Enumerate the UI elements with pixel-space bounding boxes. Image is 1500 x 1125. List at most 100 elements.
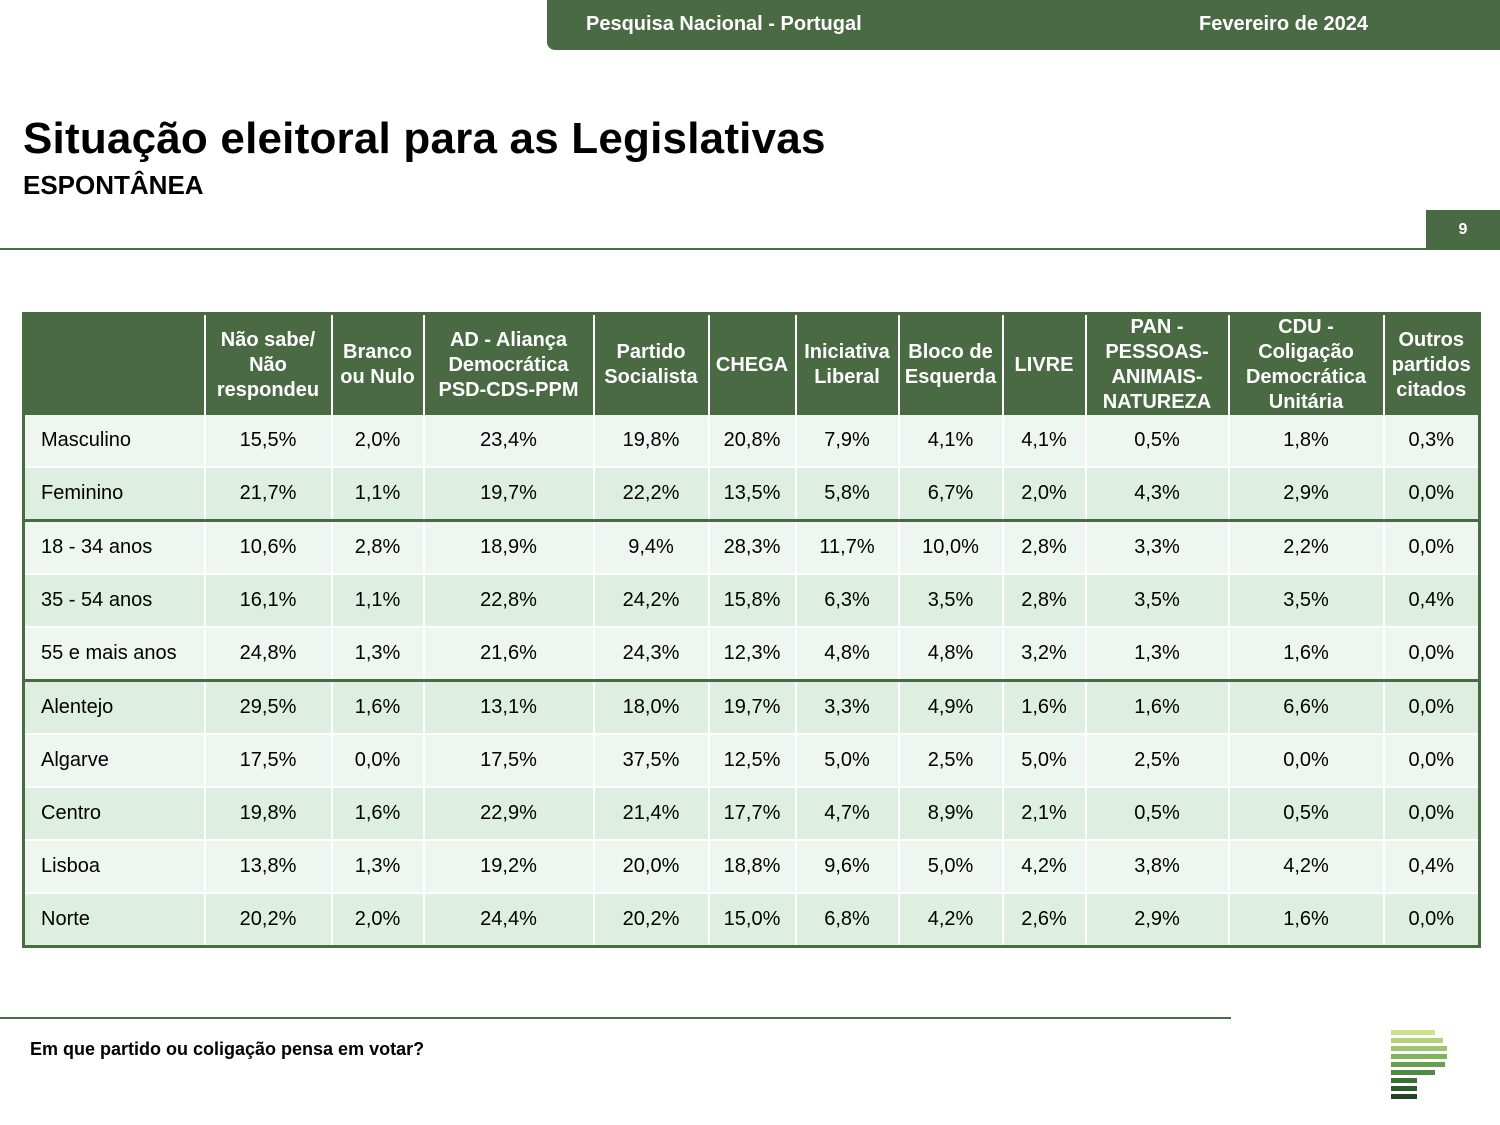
survey-question: Em que partido ou coligação pensa em vot… — [30, 1039, 425, 1059]
column-header: Branco ou Nulo — [331, 313, 425, 415]
column-header: Não sabe/ Não respondeu — [204, 313, 333, 415]
table-cell: 0,4% — [1383, 574, 1480, 628]
table-cell: 8,9% — [898, 787, 1004, 841]
table-cell: 0,5% — [1085, 787, 1230, 841]
table-cell: 12,3% — [708, 627, 797, 682]
table-row: Masculino 15,5% 2,0% 23,4% 19,8% 20,8% 7,9% 4,1… — [23, 415, 1480, 468]
row-label: 55 e mais anos — [23, 627, 206, 682]
row-label: Algarve — [23, 734, 206, 788]
table-cell: 4,2% — [898, 893, 1004, 948]
column-header: Iniciativa Liberal — [795, 313, 900, 415]
table-cell: 19,7% — [708, 679, 797, 735]
table-cell: 19,8% — [204, 787, 333, 841]
table-cell: 1,3% — [1085, 627, 1230, 682]
table-cell: 9,4% — [593, 519, 710, 575]
table-cell: 0,0% — [1383, 893, 1480, 948]
table-cell: 3,5% — [1228, 574, 1385, 628]
table-cell: 4,9% — [898, 679, 1004, 735]
row-label: Feminino — [23, 467, 206, 522]
table-cell: 0,0% — [1383, 627, 1480, 682]
table-cell: 1,3% — [331, 840, 425, 894]
table-cell: 1,6% — [1228, 893, 1385, 948]
column-header: Outros partidos citados — [1383, 313, 1480, 415]
footer-divider — [0, 1017, 1231, 1019]
table-cell: 19,2% — [423, 840, 595, 894]
table-cell: 4,8% — [898, 627, 1004, 682]
table-cell: 1,3% — [331, 627, 425, 682]
table-cell: 18,0% — [593, 679, 710, 735]
table-cell: 3,3% — [1085, 519, 1230, 575]
table-cell: 5,0% — [1002, 734, 1087, 788]
table-cell: 21,6% — [423, 627, 595, 682]
table-cell: 20,2% — [593, 893, 710, 948]
table-cell: 0,5% — [1228, 787, 1385, 841]
table-cell: 19,7% — [423, 467, 595, 522]
table-cell: 9,6% — [795, 840, 900, 894]
table-cell: 13,5% — [708, 467, 797, 522]
table-cell: 20,2% — [204, 893, 333, 948]
table-cell: 19,8% — [593, 415, 710, 468]
row-label: 18 - 34 anos — [23, 519, 206, 575]
table-cell: 3,3% — [795, 679, 900, 735]
table-cell: 0,0% — [1383, 679, 1480, 735]
table-cell: 4,2% — [1228, 840, 1385, 894]
table-cell: 15,0% — [708, 893, 797, 948]
table-cell: 2,8% — [331, 519, 425, 575]
page-number-badge: 9 — [1426, 210, 1500, 249]
table-cell: 10,0% — [898, 519, 1004, 575]
table-row: 55 e mais anos 24,8% 1,3% 21,6% 24,3% 12,3% 4,… — [23, 627, 1480, 682]
row-label: Alentejo — [23, 679, 206, 735]
table-cell: 0,3% — [1383, 415, 1480, 468]
page-subtitle: ESPONTÂNEA — [23, 170, 204, 200]
row-label: Centro — [23, 787, 206, 841]
table-cell: 3,5% — [898, 574, 1004, 628]
table-cell: 6,6% — [1228, 679, 1385, 735]
table-cell: 6,7% — [898, 467, 1004, 522]
table-cell: 4,1% — [1002, 415, 1087, 468]
table-cell: 20,0% — [593, 840, 710, 894]
table-cell: 20,8% — [708, 415, 797, 468]
table-cell: 24,2% — [593, 574, 710, 628]
table-cell: 1,8% — [1228, 415, 1385, 468]
table-cell: 6,3% — [795, 574, 900, 628]
table-row: Lisboa 13,8% 1,3% 19,2% 20,0% 18,8% 9,6% 5,0% 4,… — [23, 840, 1480, 894]
page-number: 9 — [1458, 220, 1468, 238]
table-cell: 0,5% — [1085, 415, 1230, 468]
table-cell: 18,8% — [708, 840, 797, 894]
table-cell: 23,4% — [423, 415, 595, 468]
table-cell: 2,5% — [898, 734, 1004, 788]
table-cell: 0,0% — [1383, 734, 1480, 788]
table-cell: 2,2% — [1228, 519, 1385, 575]
table-cell: 0,0% — [1228, 734, 1385, 788]
table-cell: 1,1% — [331, 467, 425, 522]
table-cell: 0,0% — [331, 734, 425, 788]
table-cell: 2,0% — [1002, 467, 1087, 522]
column-header: LIVRE — [1002, 313, 1087, 415]
table-cell: 1,1% — [331, 574, 425, 628]
table-cell: 2,0% — [331, 893, 425, 948]
table-cell: 17,5% — [423, 734, 595, 788]
table-cell: 2,0% — [331, 415, 425, 468]
table-row: 35 - 54 anos 16,1% 1,1% 22,8% 24,2% 15,8% 6,3%… — [23, 574, 1480, 628]
column-header: CDU - Coligação Democrática Unitária — [1228, 313, 1385, 415]
table-cell: 28,3% — [708, 519, 797, 575]
table-cell: 15,8% — [708, 574, 797, 628]
stacked-bars-logo-icon — [1391, 1030, 1447, 1099]
table-cell: 2,8% — [1002, 519, 1087, 575]
table-cell: 0,0% — [1383, 519, 1480, 575]
table-cell: 2,1% — [1002, 787, 1087, 841]
table-cell: 22,8% — [423, 574, 595, 628]
row-label: 35 - 54 anos — [23, 574, 206, 628]
table-cell: 22,2% — [593, 467, 710, 522]
column-header — [23, 313, 206, 415]
table-row: Alentejo 29,5% 1,6% 13,1% 18,0% 19,7% 3,3% 4,9%… — [23, 679, 1480, 735]
row-label: Lisboa — [23, 840, 206, 894]
table-row: 18 - 34 anos 10,6% 2,8% 18,9% 9,4% 28,3% 11,7%… — [23, 519, 1480, 575]
table-cell: 5,0% — [795, 734, 900, 788]
table-cell: 2,6% — [1002, 893, 1087, 948]
table-header-row: Não sabe/ Não respondeu Branco ou Nulo A… — [23, 313, 1480, 415]
table-cell: 29,5% — [204, 679, 333, 735]
table-cell: 3,5% — [1085, 574, 1230, 628]
table-cell: 4,8% — [795, 627, 900, 682]
table-cell: 4,2% — [1002, 840, 1087, 894]
